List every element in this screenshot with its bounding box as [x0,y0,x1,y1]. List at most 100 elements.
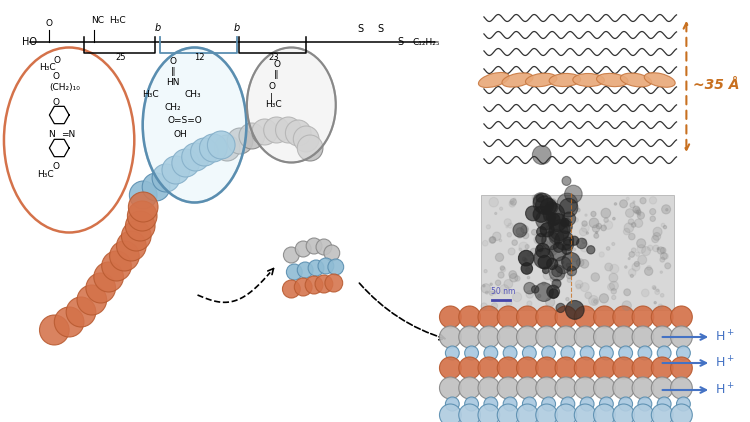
Text: H$^+$: H$^+$ [715,382,734,398]
Circle shape [560,198,578,217]
Circle shape [549,265,565,281]
Circle shape [546,212,556,222]
Circle shape [574,357,596,379]
Text: OH: OH [174,130,188,139]
Circle shape [614,203,616,205]
Text: H₃C: H₃C [142,90,158,99]
Circle shape [629,252,634,257]
Text: |: | [270,93,273,102]
Circle shape [610,264,619,273]
Circle shape [647,245,653,251]
Circle shape [497,357,519,379]
Circle shape [542,346,556,360]
Circle shape [651,326,673,348]
Circle shape [503,346,517,360]
Circle shape [500,266,505,271]
Circle shape [574,218,578,222]
Circle shape [294,278,312,296]
Circle shape [545,202,557,214]
Circle shape [536,233,546,244]
Circle shape [542,397,556,411]
Text: O: O [46,19,53,28]
Text: H$^+$: H$^+$ [715,355,734,371]
Circle shape [634,210,638,214]
Circle shape [650,216,656,222]
Circle shape [660,247,666,253]
Circle shape [635,252,640,256]
Circle shape [670,377,692,399]
Circle shape [592,298,598,305]
Circle shape [509,273,518,282]
Circle shape [632,263,640,271]
Text: O: O [53,72,60,81]
Circle shape [634,208,640,214]
Circle shape [593,326,615,348]
Circle shape [527,276,530,279]
Circle shape [481,303,488,309]
Text: S: S [397,37,403,47]
Circle shape [500,239,502,242]
Circle shape [580,243,590,252]
Circle shape [555,357,577,379]
Circle shape [599,346,613,360]
Circle shape [536,227,547,237]
Circle shape [509,248,515,255]
Text: HO: HO [22,37,37,47]
Circle shape [638,212,644,219]
Circle shape [563,243,566,246]
Circle shape [489,237,496,243]
Circle shape [628,257,630,260]
Circle shape [613,377,634,399]
Circle shape [575,280,583,288]
Circle shape [517,404,538,422]
Circle shape [549,199,556,206]
Circle shape [491,303,498,309]
Circle shape [574,377,596,399]
Text: ~35 Å: ~35 Å [693,78,740,92]
Circle shape [670,357,692,379]
Circle shape [533,206,549,222]
Circle shape [545,298,555,307]
Circle shape [596,223,602,229]
Circle shape [577,208,580,212]
Circle shape [514,276,520,281]
Circle shape [440,357,461,379]
Circle shape [651,377,673,399]
Circle shape [530,257,538,265]
Circle shape [548,232,557,241]
Circle shape [538,221,544,227]
Circle shape [599,252,604,257]
Circle shape [522,232,529,239]
Circle shape [512,240,517,246]
Circle shape [484,346,498,360]
Circle shape [264,117,290,143]
Text: O: O [53,98,60,107]
Circle shape [632,357,654,379]
Circle shape [517,377,538,399]
Circle shape [497,326,519,348]
Circle shape [638,214,640,216]
Circle shape [593,357,615,379]
Circle shape [504,279,513,288]
Circle shape [316,239,332,255]
Circle shape [486,225,490,229]
Circle shape [547,258,558,270]
Circle shape [580,397,594,411]
Circle shape [579,228,587,236]
Circle shape [582,238,586,243]
Circle shape [609,273,618,282]
Circle shape [562,261,564,263]
Circle shape [297,262,313,278]
Text: O=S=O: O=S=O [168,116,202,125]
Circle shape [544,215,552,224]
Circle shape [559,220,572,233]
Circle shape [557,271,563,277]
Circle shape [543,271,552,280]
Circle shape [657,397,671,411]
Circle shape [560,273,565,277]
Circle shape [562,176,571,186]
Circle shape [553,210,560,217]
Text: ‖: ‖ [274,70,279,79]
Circle shape [478,357,500,379]
Circle shape [519,242,528,252]
